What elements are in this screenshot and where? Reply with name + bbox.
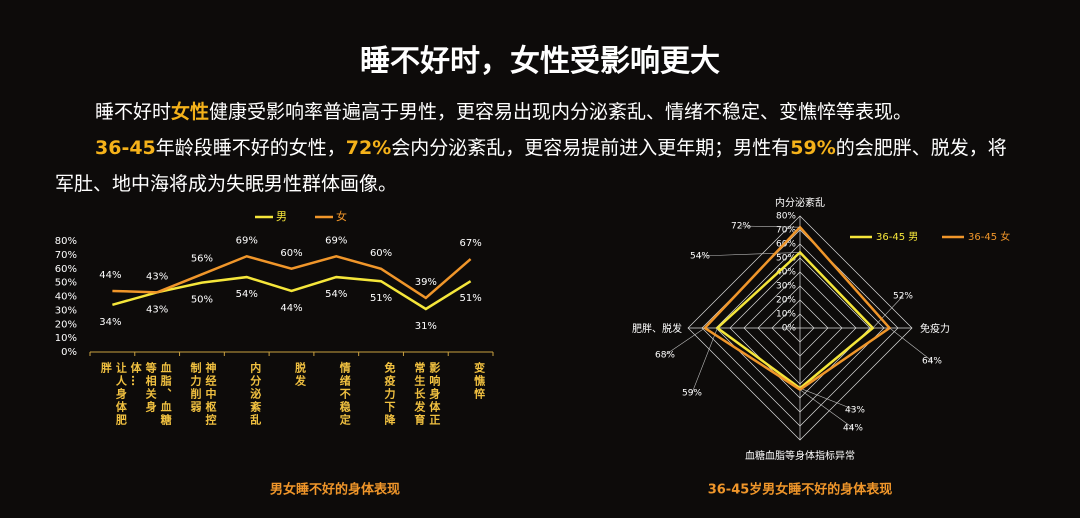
radial-tick-label: 70% xyxy=(776,226,796,236)
data-label: 50% xyxy=(191,295,213,306)
paragraph: 睡不好时女性健康受影响率普遍高于男性，更容易出现内分泌紊乱、情绪不稳定、变憔悴等… xyxy=(55,94,1015,130)
data-label: 72% xyxy=(731,222,751,232)
leader-line xyxy=(799,387,856,411)
leader-line xyxy=(699,252,801,257)
data-label: 60% xyxy=(370,248,392,259)
data-label: 68% xyxy=(655,351,675,361)
paragraphs: 睡不好时女性健康受影响率普遍高于男性，更容易出现内分泌紊乱、情绪不稳定、变憔悴等… xyxy=(55,94,1015,202)
highlight-text: 59% xyxy=(790,137,836,159)
leader-line xyxy=(872,295,904,329)
radial-tick-label: 80% xyxy=(776,212,796,222)
y-tick-label: 80% xyxy=(55,236,77,247)
x-tick-label: 让人身体肥胖 xyxy=(99,362,128,427)
data-label: 54% xyxy=(236,289,258,300)
y-tick-label: 40% xyxy=(55,292,77,303)
legend-label: 女 xyxy=(336,209,347,223)
radial-tick-label: 10% xyxy=(776,310,796,320)
data-label: 69% xyxy=(236,235,258,246)
data-label: 60% xyxy=(280,248,302,259)
x-tick-label: 神经中枢控制力削弱 xyxy=(188,362,217,427)
y-tick-label: 60% xyxy=(55,264,77,275)
leader-line xyxy=(664,327,705,356)
text: 睡不好时 xyxy=(95,101,172,123)
legend-label: 36-45 男 xyxy=(876,231,918,243)
data-label: 39% xyxy=(415,277,437,288)
highlight-text: 36-45 xyxy=(95,137,156,159)
data-label: 44% xyxy=(843,424,863,434)
data-label: 51% xyxy=(370,293,392,304)
data-label: 31% xyxy=(415,321,437,332)
y-tick-label: 20% xyxy=(55,319,77,330)
leader-line xyxy=(740,225,801,228)
data-label: 56% xyxy=(191,253,213,264)
x-tick-label: 情绪不稳定 xyxy=(338,362,352,427)
data-label: 44% xyxy=(99,270,121,281)
axis-label: 血糖血脂等身体指标异常 xyxy=(745,449,855,462)
legend-label: 36-45 女 xyxy=(968,230,1010,243)
y-tick-label: 70% xyxy=(55,250,77,261)
legend-label: 男 xyxy=(276,210,287,223)
x-tick-label: 影响身体正常生长发育 xyxy=(412,362,441,427)
y-tick-label: 0% xyxy=(61,347,77,358)
radial-tick-label: 40% xyxy=(776,268,796,278)
axis-label: 肥胖、脱发 xyxy=(632,322,682,335)
data-label: 59% xyxy=(682,389,702,399)
leader-line xyxy=(691,327,718,394)
x-tick-label: 免疫力下降 xyxy=(383,362,397,427)
chart-title: 36-45岁男女睡不好的身体表现 xyxy=(708,482,893,498)
data-label: 64% xyxy=(922,357,942,367)
axis-label: 内分泌紊乱 xyxy=(775,196,825,209)
x-tick-label: 内分泌紊乱 xyxy=(248,362,262,427)
x-tick-label: 变憔悴 xyxy=(472,362,486,401)
y-tick-label: 30% xyxy=(55,305,77,316)
text: 年龄段睡不好的女性， xyxy=(155,137,346,159)
x-tick-label: 脱发 xyxy=(293,362,307,388)
highlight-text: 女性 xyxy=(171,101,210,123)
data-label: 52% xyxy=(893,292,913,302)
text: 的会肥胖、脱发，将军肚、地中海将成为失眠男性群体画像。 xyxy=(55,137,1007,195)
radial-tick-label: 20% xyxy=(776,296,796,306)
y-tick-label: 10% xyxy=(55,333,77,344)
line-series xyxy=(112,275,472,311)
y-tick-label: 50% xyxy=(55,278,77,289)
chart-title: 男女睡不好的身体表现 xyxy=(270,482,400,498)
radar-series xyxy=(702,225,892,392)
radial-tick-label: 30% xyxy=(776,282,796,292)
data-label: 43% xyxy=(146,304,168,315)
data-label: 44% xyxy=(280,303,302,314)
paragraph: 36-45年龄段睡不好的女性，72%会内分泌紊乱，更容易提前进入更年期；男性有5… xyxy=(55,130,1015,202)
line-series xyxy=(112,254,472,300)
text: 会内分泌紊乱，更容易提前进入更年期；男性有 xyxy=(391,137,791,159)
leader-line xyxy=(799,389,854,429)
data-label: 54% xyxy=(325,289,347,300)
radial-tick-label: 60% xyxy=(776,240,796,250)
radial-tick-label: 50% xyxy=(776,254,796,264)
leader-line xyxy=(889,327,933,362)
x-tick-label: 血脂、血糖等相关身体… xyxy=(129,362,173,427)
data-label: 51% xyxy=(459,293,481,304)
text: 健康受影响率普遍高于男性，更容易出现内分泌紊乱、情绪不稳定、变憔悴等表现。 xyxy=(209,101,913,123)
data-label: 34% xyxy=(99,317,121,328)
radial-tick-label: 0% xyxy=(782,324,797,334)
data-label: 54% xyxy=(690,252,710,262)
data-label: 43% xyxy=(146,271,168,282)
data-label: 67% xyxy=(459,238,481,249)
highlight-text: 72% xyxy=(345,137,392,159)
data-label: 69% xyxy=(325,235,347,246)
data-label: 43% xyxy=(845,406,865,416)
title: 睡不好时，女性受影响更大 xyxy=(360,44,720,79)
axis-label: 免疫力 xyxy=(920,322,950,335)
